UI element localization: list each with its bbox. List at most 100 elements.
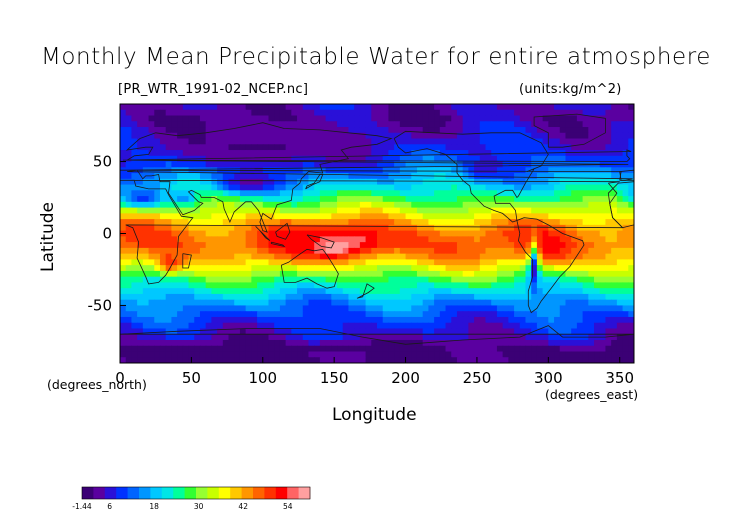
heat-cell xyxy=(285,357,292,363)
heat-cell xyxy=(394,207,401,214)
heat-cell xyxy=(171,259,178,266)
heat-cell xyxy=(154,190,161,197)
heat-cell xyxy=(308,104,315,111)
heat-cell xyxy=(445,196,452,203)
heat-cell xyxy=(588,282,595,289)
heat-cell xyxy=(405,339,412,347)
heat-cell xyxy=(342,236,350,243)
heat-cell xyxy=(451,316,458,324)
heat-cell xyxy=(120,345,127,353)
heat-cell xyxy=(496,150,504,157)
heat-cell xyxy=(474,138,481,145)
heat-cell xyxy=(377,316,384,324)
heat-cell xyxy=(268,213,275,220)
heat-cell xyxy=(308,282,315,289)
heat-cell xyxy=(137,161,144,168)
heat-cell xyxy=(319,219,327,226)
heat-cell xyxy=(479,104,487,111)
heat-cell xyxy=(611,173,618,180)
heat-cell xyxy=(337,219,344,226)
heat-cell xyxy=(394,351,401,358)
heat-cell xyxy=(125,173,133,180)
heat-cell xyxy=(439,155,447,163)
heat-cell xyxy=(399,288,407,295)
heat-cell xyxy=(228,155,235,163)
heat-cell xyxy=(485,282,492,289)
heat-cell xyxy=(382,178,390,186)
heat-cell xyxy=(479,236,487,243)
heat-cell xyxy=(257,161,264,168)
heat-cell xyxy=(251,104,258,111)
heat-cell xyxy=(456,265,464,272)
heat-cell xyxy=(297,184,304,191)
heat-cell xyxy=(628,253,634,260)
heat-cell xyxy=(314,184,321,191)
heat-cell xyxy=(605,132,612,140)
heat-cell xyxy=(576,167,584,174)
heat-cell xyxy=(239,207,247,214)
heat-cell xyxy=(257,305,264,312)
heat-cell xyxy=(514,305,521,312)
heat-cell xyxy=(394,127,401,134)
heat-cell xyxy=(199,242,207,249)
heat-cell xyxy=(416,276,424,284)
heat-cell xyxy=(120,270,127,278)
heat-cell xyxy=(405,288,412,295)
heat-cell xyxy=(337,115,344,122)
heat-cell xyxy=(525,184,532,191)
heat-cell xyxy=(211,132,218,140)
colorbar-tick-label: 30 xyxy=(194,502,204,511)
heat-cell xyxy=(137,150,144,157)
heat-cell xyxy=(371,173,378,180)
heat-cell xyxy=(491,127,498,134)
heat-cell xyxy=(262,288,270,295)
heat-cell xyxy=(348,201,355,209)
heat-cell xyxy=(365,201,372,209)
heat-cell xyxy=(291,345,298,353)
heat-cell xyxy=(205,150,212,157)
heat-cell xyxy=(514,127,521,134)
heat-cell xyxy=(582,201,589,209)
heat-cell xyxy=(439,265,447,272)
heat-cell xyxy=(405,357,412,363)
heat-cell xyxy=(411,207,418,214)
heat-cell xyxy=(319,213,327,220)
heat-cell xyxy=(377,236,384,243)
heat-cell xyxy=(314,293,321,301)
heat-cell xyxy=(171,109,178,117)
heat-cell xyxy=(120,150,127,157)
heat-cell xyxy=(411,270,418,278)
heat-cell xyxy=(622,253,629,260)
heat-cell xyxy=(177,247,184,255)
heat-cell xyxy=(297,127,304,134)
heat-cell xyxy=(148,219,155,226)
heat-cell xyxy=(331,104,338,111)
heat-cell xyxy=(165,282,172,289)
heat-cell xyxy=(251,190,258,197)
heat-cell xyxy=(599,311,607,318)
heat-cell xyxy=(559,282,567,289)
heat-cell xyxy=(531,236,538,243)
heat-cell xyxy=(382,144,390,151)
heat-cell xyxy=(268,207,275,214)
heat-cell xyxy=(456,219,464,226)
heat-cell xyxy=(628,339,634,347)
heat-cell xyxy=(399,155,407,163)
heat-cell xyxy=(182,339,190,347)
colorbar-swatch xyxy=(82,487,94,499)
heat-cell xyxy=(234,196,241,203)
heat-cell xyxy=(382,121,390,128)
heat-cell xyxy=(496,351,504,358)
heat-cell xyxy=(199,247,207,255)
heat-cell xyxy=(565,357,572,363)
heat-cell xyxy=(159,138,167,145)
heat-cell xyxy=(359,115,367,122)
heat-cell xyxy=(571,288,578,295)
heat-cell xyxy=(628,276,634,284)
heat-cell xyxy=(599,121,607,128)
heat-cell xyxy=(411,288,418,295)
heat-cell xyxy=(439,357,447,363)
heat-cell xyxy=(496,247,504,255)
heat-cell xyxy=(496,184,504,191)
heat-cell xyxy=(548,259,555,266)
